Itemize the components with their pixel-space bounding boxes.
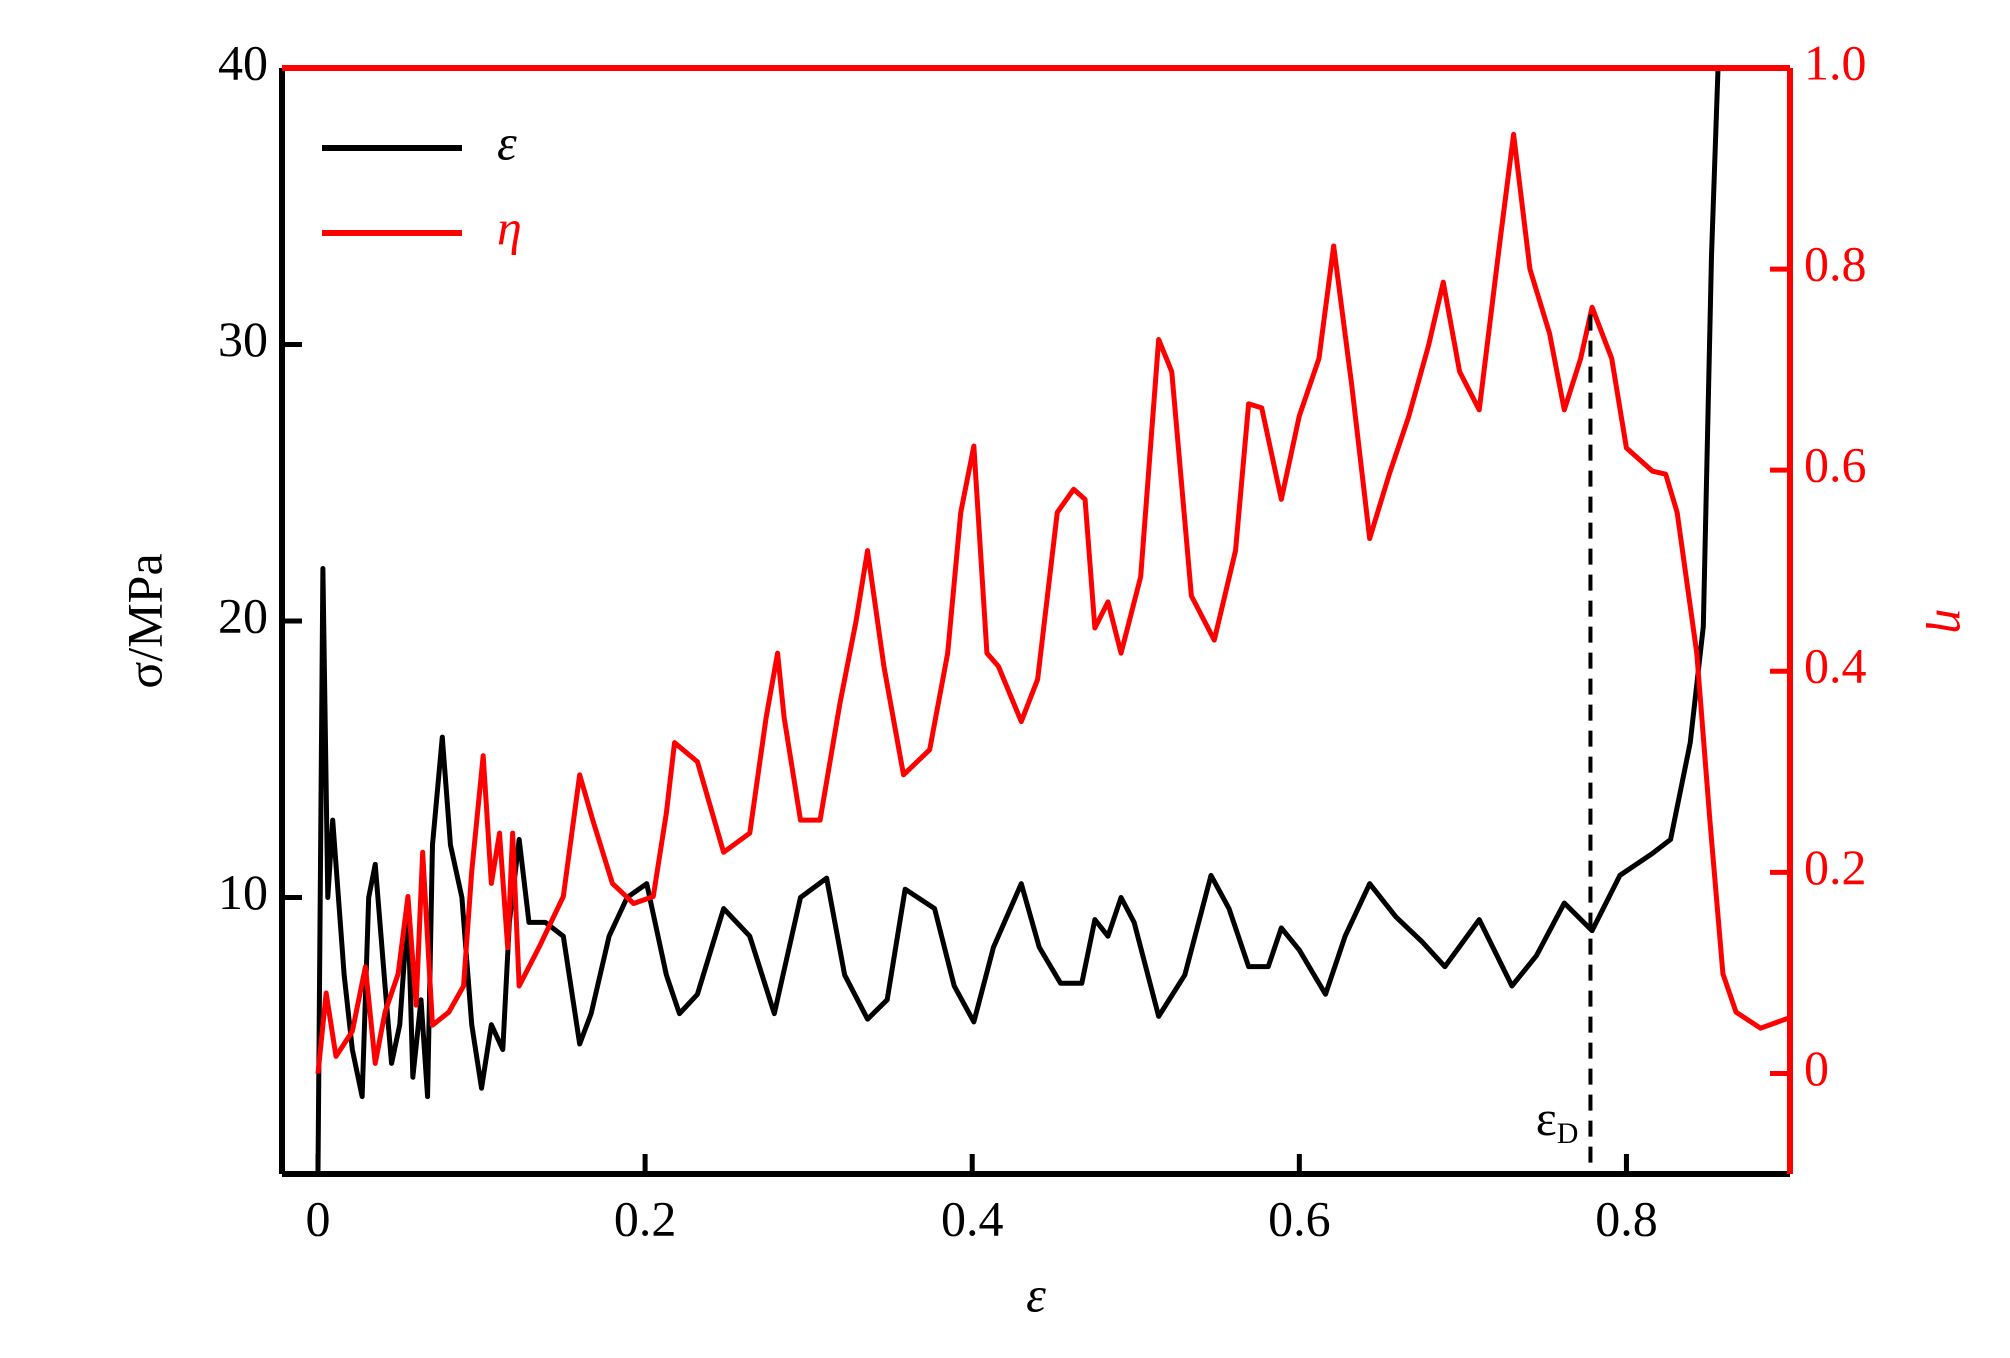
label-sub: D: [1557, 1117, 1579, 1150]
x-tick-label: 0.4: [941, 1190, 1004, 1246]
densification-label: εD: [1536, 1090, 1579, 1149]
y2-axis-label: η: [1926, 609, 1982, 634]
y-axis-label: σ/MPa: [116, 553, 172, 688]
series-line: [315, 68, 1721, 1174]
y-tick-label: 10: [218, 864, 268, 920]
legend-label: η: [497, 199, 522, 255]
x-tick-label: 0.2: [614, 1190, 677, 1246]
y2-tick-label: 0.6: [1804, 437, 1867, 493]
x-tick-label: 0.6: [1268, 1190, 1331, 1246]
y-tick-label: 30: [218, 311, 268, 367]
x-tick-label: 0: [305, 1190, 330, 1246]
x-tick-label: 0.8: [1595, 1190, 1658, 1246]
y2-tick-label: 0.4: [1804, 638, 1867, 694]
y2-tick-label: 1.0: [1804, 34, 1867, 90]
series-line: [315, 131, 1790, 1074]
x-axis-label: ε: [1026, 1266, 1046, 1322]
y2-tick-label: 0: [1804, 1040, 1829, 1096]
y-tick-label: 20: [218, 587, 268, 643]
label-main: ε: [1536, 1090, 1557, 1146]
y2-tick-label: 0.8: [1804, 236, 1867, 292]
y2-tick-label: 0.2: [1804, 839, 1867, 895]
legend-label: ε: [497, 114, 517, 170]
plot-area: [315, 68, 1790, 1174]
y-tick-label: 40: [218, 34, 268, 90]
